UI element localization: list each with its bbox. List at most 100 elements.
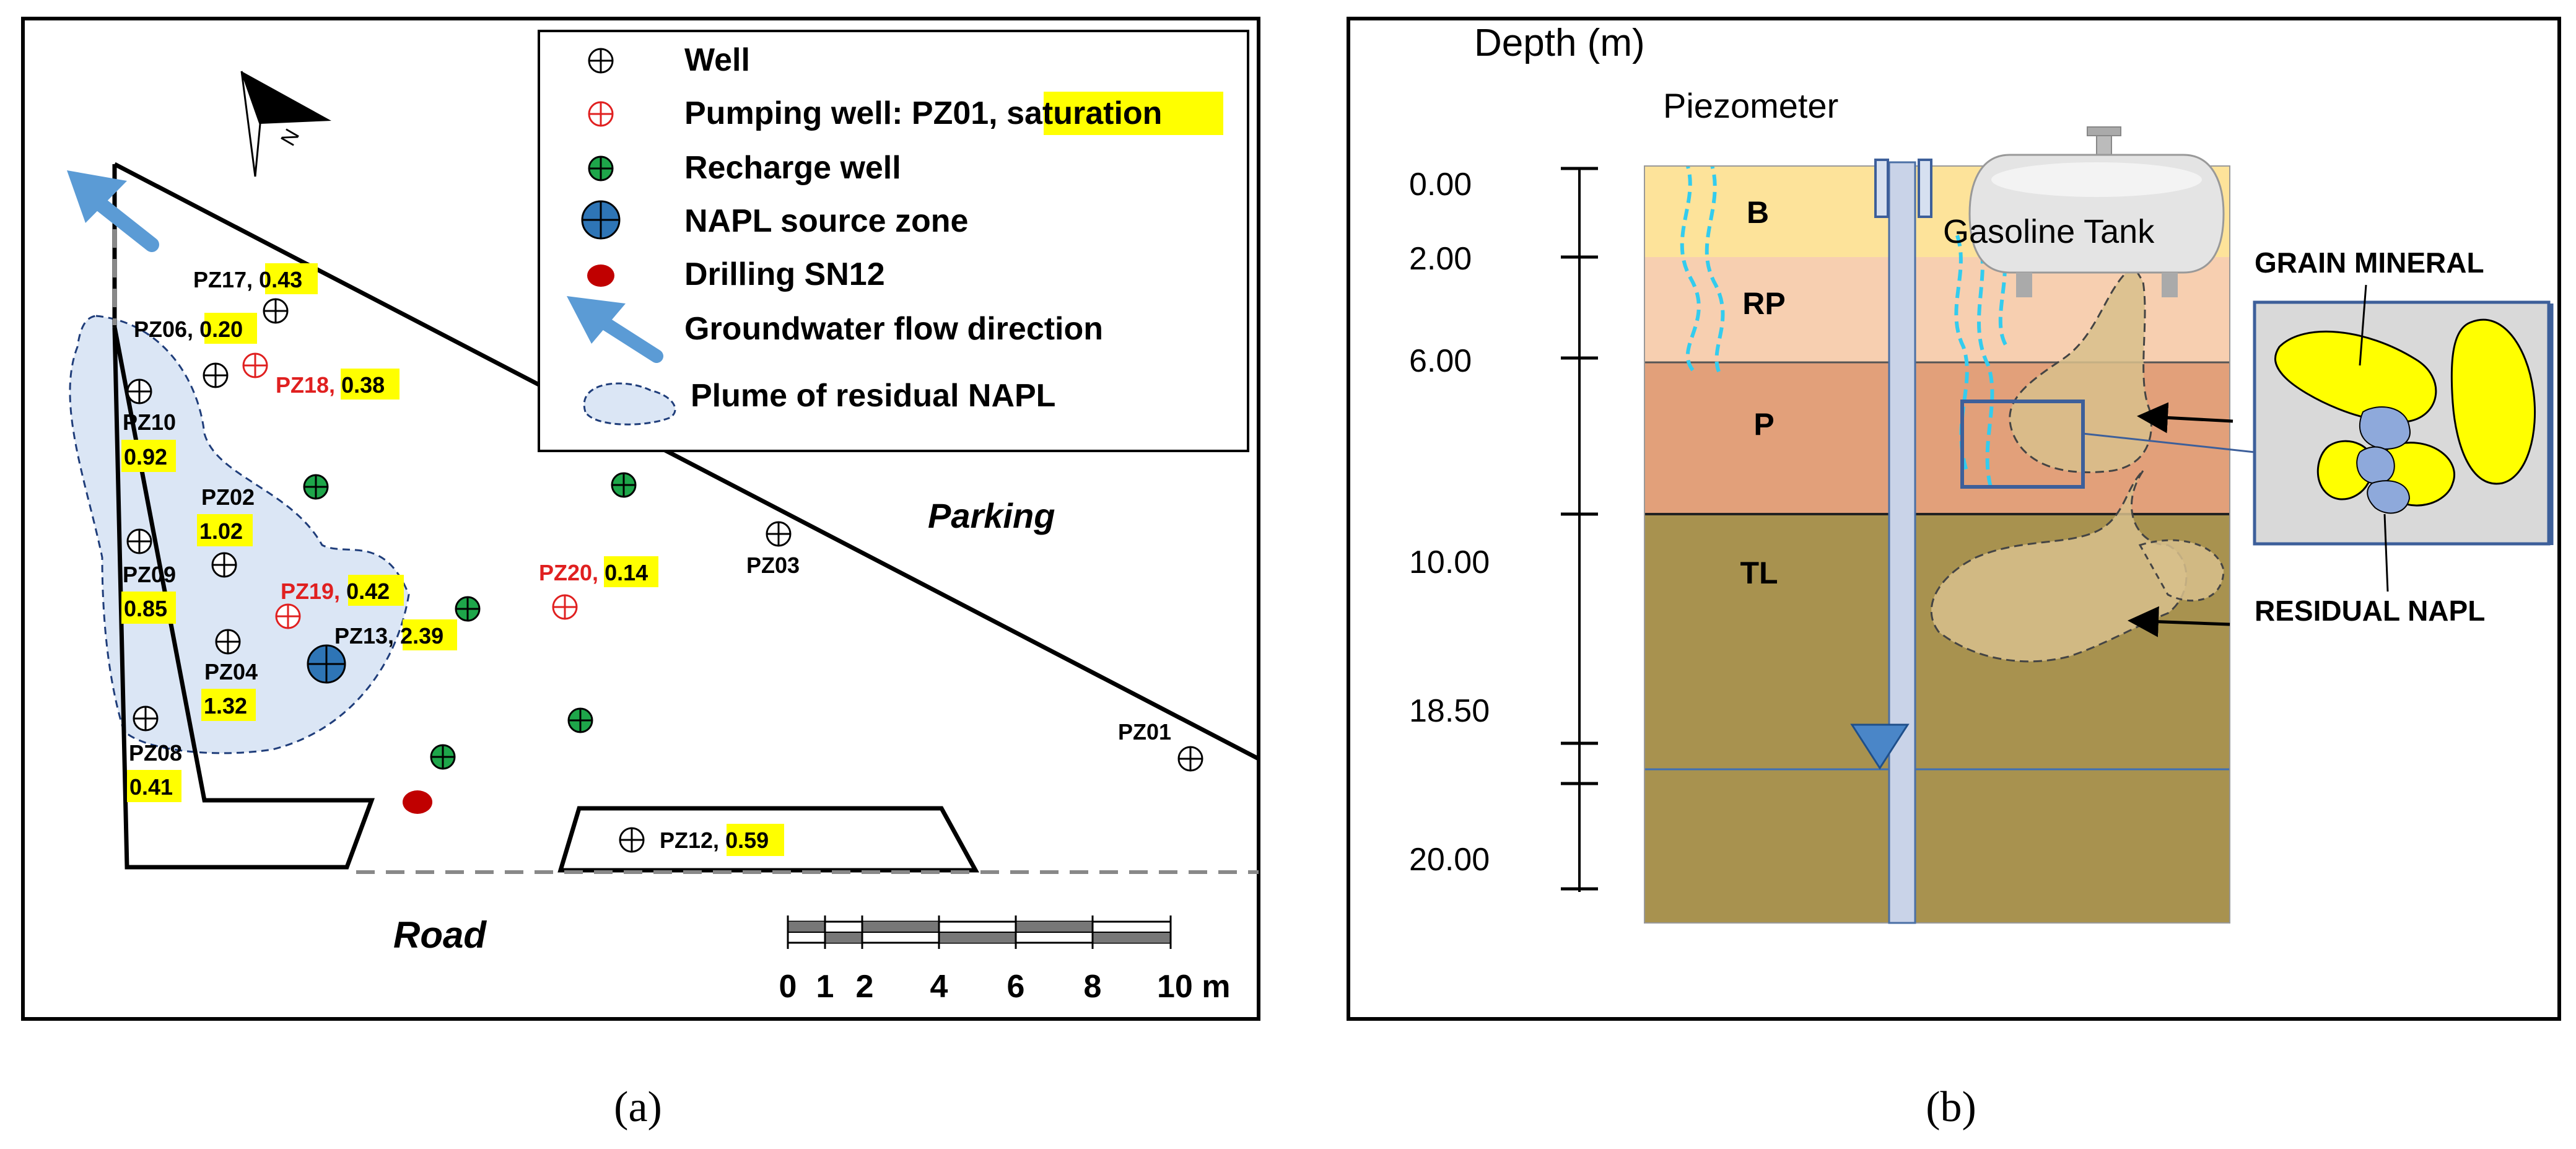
label-pz18: PZ18, 0.38 [276,372,385,398]
label-pz17: PZ17, 0.43 [193,267,302,292]
layer-code-label: TL [1740,556,1778,590]
scale-tick-label: 6 [1007,969,1025,1005]
hl-pz17 [265,263,318,294]
recharge-well-icon [611,472,637,498]
label-pz20: PZ20, 0.14 [539,560,648,585]
well-pz09-icon [126,528,152,554]
water-level-triangle-icon [1850,723,1910,770]
zoom-box [1960,400,2085,489]
well-pz17-icon [263,298,289,324]
napl-migration-lower [1930,470,2188,663]
depth-label: 0.00 [1409,167,1472,203]
hl-pz09 [121,592,176,624]
layer-code-label: P [1753,407,1774,442]
well-pz12-icon [619,827,645,853]
recharge-well-icon [455,596,481,622]
scale-tick-label: 0 [779,969,797,1005]
well-pz18-icon [242,352,268,378]
napl-source-icon [581,200,621,240]
scale-bar: 0 1 2 4 6 8 10 m [779,915,1231,1005]
well-pz01-icon [1177,746,1203,772]
recharge-well-icon [303,474,329,500]
flow-arrow-icon [67,170,159,252]
well-pz08-icon [133,706,159,732]
hl-pz06 [204,313,257,344]
well-pz06-icon [203,362,229,388]
pointer-arrow [2137,402,2233,434]
recharge-well-icon [567,707,593,733]
napl-migration-upper [2009,264,2152,473]
layer-code-label: B [1747,195,1769,230]
legend-drilling: Drilling SN12 [684,256,885,292]
hl-pz12 [727,824,784,856]
well-pz04-icon [215,629,241,655]
well-pz03-icon [766,521,792,547]
value-pz04: 1.32 [204,693,247,719]
piezometer-well [1850,159,1932,924]
recharge-well-icon [588,155,614,181]
label-pz10: PZ10 [123,409,176,435]
parking-label: Parking [928,496,1055,535]
legend-recharge: Recharge well [684,150,901,186]
pointer-arrow [2128,606,2230,637]
depth-label: 18.50 [1409,693,1490,729]
value-pz09: 0.85 [124,596,167,621]
hl-pz19 [348,575,404,606]
pumping-well-icon [588,101,614,127]
depth-label: 6.00 [1409,343,1472,379]
label-pz13: PZ13, 2.39 [334,623,443,649]
soil-column [1644,166,2230,923]
grain-mineral-label: GRAIN MINERAL [2255,247,2484,279]
label-pz06: PZ06, 0.20 [134,317,243,342]
legend-well: Well [684,42,750,78]
legend-flow: Groundwater flow direction [684,311,1103,347]
napl-droplet-icon [2367,480,2411,514]
label-pz09: PZ09 [123,562,176,587]
grain-icon [2274,330,2437,423]
well-pz19-icon [275,603,301,629]
legend-pumping: Pumping well: PZ01, saturation [684,95,1162,131]
gasoline-tank-icon [1968,126,2225,297]
label-pz01: PZ01 [1118,719,1171,745]
well-pz02-icon [211,552,237,578]
legend-plume-icon [583,382,676,426]
hl-pz08 [127,770,181,802]
drilling-icon [587,264,614,287]
road-label: Road [393,914,487,956]
scale-tick-label: 2 [856,969,874,1005]
hl-pz13 [403,619,457,650]
label-pz12: PZ12, 0.59 [660,828,769,853]
well-icon [588,48,614,74]
grain-icon [2450,318,2536,485]
label-pz02: PZ02 [201,484,255,510]
hl-pz10 [121,440,176,472]
value-pz08: 0.41 [129,774,173,800]
legend-highlight-bg [1044,92,1223,135]
legend-plume: Plume of residual NAPL [691,378,1055,414]
depth-label: 10.00 [1409,544,1490,580]
depth-title: Depth (m) [1474,22,1645,64]
hl-pz02 [197,514,253,546]
napl-droplet-icon [2356,446,2395,484]
well-pz20-icon [552,594,578,620]
panel-a: N Well Pumping well: PZ01, saturation Re… [21,17,1260,1021]
value-pz10: 0.92 [124,444,167,470]
depth-label: 20.00 [1409,842,1490,878]
road-island-left [112,326,375,870]
legend-flow-arrow-icon [567,296,663,363]
well-pz10-icon [126,378,152,404]
panel-b: Depth (m) Piezometer 0.00 2.00 6.00 10.0… [1347,17,2561,1021]
layer-code-label: RP [1742,286,1785,321]
depth-axis: 0.00 2.00 6.00 10.00 18.50 20.00 [1409,167,1598,892]
residual-napl-label: RESIDUAL NAPL [2255,595,2485,627]
hl-pz20 [604,556,658,587]
label-pz19: PZ19, 0.42 [281,579,390,604]
caption-b: (b) [1926,1083,1976,1131]
zoom-connector [2082,432,2255,453]
label-pz04: PZ04 [204,659,258,684]
caption-a: (a) [614,1083,662,1131]
legend: Well Pumping well: PZ01, saturation Rech… [538,30,1249,452]
value-pz02: 1.02 [199,518,243,544]
road-island-right [557,806,979,873]
